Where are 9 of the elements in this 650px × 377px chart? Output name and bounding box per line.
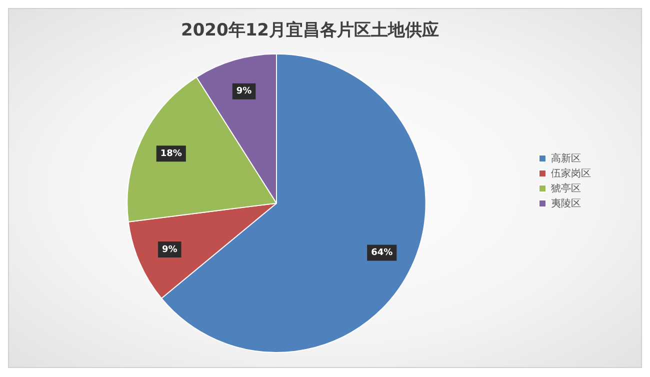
- legend-label: 伍家岗区: [551, 167, 591, 180]
- data-label: 18%: [160, 148, 182, 159]
- chart-title: 2020年12月宜昌各片区土地供应: [181, 20, 439, 41]
- data-label: 64%: [371, 248, 393, 258]
- legend-label: 高新区: [551, 152, 581, 164]
- legend-label: 夷陵区: [551, 197, 581, 210]
- data-label: 9%: [236, 86, 252, 97]
- legend-label: 猇亭区: [551, 182, 581, 194]
- data-label: 9%: [162, 244, 178, 255]
